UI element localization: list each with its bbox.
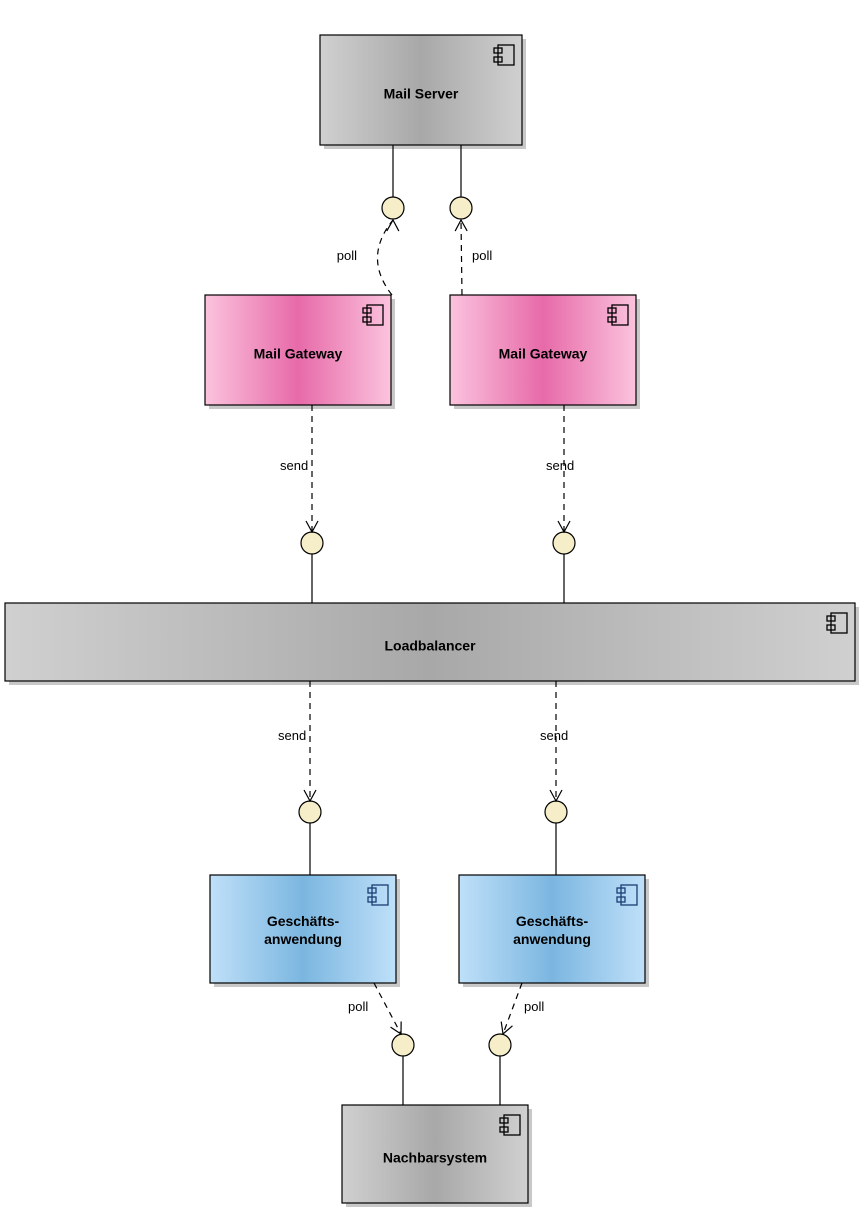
component-loadbalancer: Loadbalancer — [5, 603, 859, 685]
connector-label: send — [546, 458, 574, 473]
port-p_mailL — [382, 197, 404, 219]
connector-label: poll — [337, 248, 357, 263]
connector-label: poll — [472, 248, 492, 263]
component-label: anwendung — [264, 931, 342, 947]
connector-label: send — [540, 728, 568, 743]
component-gatewayR: Mail Gateway — [450, 295, 640, 409]
port-p_nbR — [489, 1034, 511, 1056]
connector-label: poll — [348, 999, 368, 1014]
port-p_mailR — [450, 197, 472, 219]
component-mailServer: Mail Server — [320, 35, 526, 149]
component-label: Mail Server — [384, 86, 459, 102]
connector-dashed: poll — [501, 983, 544, 1034]
component-label: Mail Gateway — [254, 346, 343, 362]
component-appR: Geschäfts-anwendung — [459, 875, 649, 987]
component-label: Nachbarsystem — [383, 1150, 487, 1166]
connector-dashed: send — [540, 681, 568, 801]
connector-label: send — [280, 458, 308, 473]
port-p_lbR — [553, 532, 575, 554]
connector-dashed: poll — [337, 220, 399, 295]
component-label: Mail Gateway — [499, 346, 588, 362]
component-label: Loadbalancer — [384, 638, 476, 654]
port-p_nbL — [392, 1034, 414, 1056]
component-gatewayL: Mail Gateway — [205, 295, 395, 409]
connector-dashed: send — [280, 405, 318, 532]
connector-dashed: poll — [348, 983, 401, 1034]
connector-dashed: poll — [455, 220, 492, 295]
connector-dashed: send — [546, 405, 574, 532]
connector-label: send — [278, 728, 306, 743]
component-nachbar: Nachbarsystem — [342, 1105, 532, 1207]
port-p_lbL — [301, 532, 323, 554]
component-label: anwendung — [513, 931, 591, 947]
port-p_appL — [299, 801, 321, 823]
component-label: Geschäfts- — [267, 913, 340, 929]
connector-label: poll — [524, 999, 544, 1014]
component-label: Geschäfts- — [516, 913, 589, 929]
component-appL: Geschäfts-anwendung — [210, 875, 400, 987]
connector-dashed: send — [278, 681, 316, 801]
port-p_appR — [545, 801, 567, 823]
